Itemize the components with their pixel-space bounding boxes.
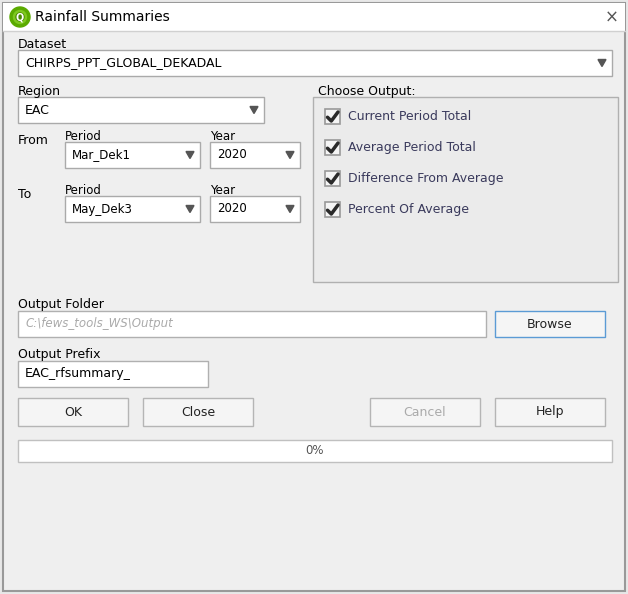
Text: Current Period Total: Current Period Total xyxy=(348,110,471,123)
Polygon shape xyxy=(286,206,294,213)
Text: Average Period Total: Average Period Total xyxy=(348,141,476,154)
Bar xyxy=(3,3,625,31)
Text: 2020: 2020 xyxy=(217,148,247,162)
Text: 2020: 2020 xyxy=(217,203,247,216)
Circle shape xyxy=(16,13,24,21)
Text: From: From xyxy=(18,134,49,147)
Text: Cancel: Cancel xyxy=(404,406,447,419)
Bar xyxy=(325,171,340,186)
Bar xyxy=(18,50,612,76)
Polygon shape xyxy=(598,59,606,67)
Bar xyxy=(18,97,264,123)
Bar xyxy=(210,196,300,222)
Bar xyxy=(65,196,200,222)
Text: Period: Period xyxy=(65,130,102,143)
Bar xyxy=(143,398,253,426)
Bar xyxy=(65,142,200,168)
Bar xyxy=(325,202,340,217)
Text: Rainfall Summaries: Rainfall Summaries xyxy=(35,10,170,24)
Text: 0%: 0% xyxy=(306,444,324,457)
Bar xyxy=(495,398,605,426)
Text: Choose Output:: Choose Output: xyxy=(318,85,416,98)
Text: Browse: Browse xyxy=(527,318,573,330)
Text: C:\fews_tools_WS\Output: C:\fews_tools_WS\Output xyxy=(25,318,173,330)
Text: EAC: EAC xyxy=(25,103,50,116)
Text: CHIRPS_PPT_GLOBAL_DEKADAL: CHIRPS_PPT_GLOBAL_DEKADAL xyxy=(25,56,222,69)
Text: Q: Q xyxy=(16,13,24,23)
Text: EAC_rfsummary_: EAC_rfsummary_ xyxy=(25,368,131,381)
Text: May_Dek3: May_Dek3 xyxy=(72,203,133,216)
Text: To: To xyxy=(18,188,31,201)
Circle shape xyxy=(10,7,30,27)
Text: Year: Year xyxy=(210,184,235,197)
Polygon shape xyxy=(186,206,194,213)
Text: Close: Close xyxy=(181,406,215,419)
Text: Period: Period xyxy=(65,184,102,197)
Text: Region: Region xyxy=(18,85,61,98)
Circle shape xyxy=(13,11,26,24)
Text: Dataset: Dataset xyxy=(18,38,67,51)
Text: Year: Year xyxy=(210,130,235,143)
Text: Output Prefix: Output Prefix xyxy=(18,348,100,361)
Text: Mar_Dek1: Mar_Dek1 xyxy=(72,148,131,162)
Text: OK: OK xyxy=(64,406,82,419)
Text: ×: × xyxy=(605,9,619,27)
Bar xyxy=(18,311,486,337)
Bar xyxy=(370,398,480,426)
Polygon shape xyxy=(250,106,258,113)
Text: Percent Of Average: Percent Of Average xyxy=(348,203,469,216)
Bar xyxy=(18,398,128,426)
Bar xyxy=(313,97,618,282)
Polygon shape xyxy=(286,151,294,159)
Text: Difference From Average: Difference From Average xyxy=(348,172,504,185)
Bar xyxy=(18,440,612,462)
Bar xyxy=(495,311,605,337)
Text: Help: Help xyxy=(536,406,564,419)
Bar xyxy=(325,140,340,155)
Bar xyxy=(325,109,340,124)
Bar xyxy=(18,361,208,387)
Text: Output Folder: Output Folder xyxy=(18,298,104,311)
Polygon shape xyxy=(186,151,194,159)
Bar xyxy=(210,142,300,168)
